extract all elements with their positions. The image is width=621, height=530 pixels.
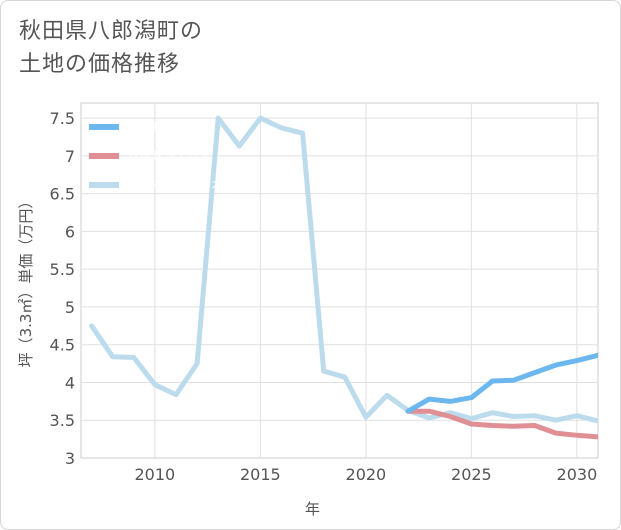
legend-label: ノーマルシナリオ [127, 178, 223, 192]
y-tick-label: 6 [65, 222, 75, 241]
y-tick-label: 4 [65, 373, 75, 392]
legend-label: グッドシナリオ [127, 120, 211, 134]
x-axis-label: 年 [305, 500, 320, 518]
y-tick-label: 4.5 [50, 336, 75, 355]
x-tick-label: 2030 [557, 465, 598, 484]
y-tick-label: 3 [65, 449, 75, 468]
x-tick-label: 2010 [134, 465, 175, 484]
y-tick-label: 6.5 [50, 185, 75, 204]
y-tick-label: 5 [65, 298, 75, 317]
x-tick-label: 2015 [240, 465, 281, 484]
y-axis-label: 坪（3.3㎡）単価（万円） [17, 194, 35, 368]
legend-label: バッドシナリオ [127, 149, 211, 163]
chart-title: 秋田県八郎潟町の 土地の価格推移 [19, 15, 203, 81]
plot-area [80, 102, 599, 459]
y-tick-label: 7 [65, 147, 75, 166]
y-tick-label: 3.5 [50, 411, 75, 430]
y-tick-label: 5.5 [50, 260, 75, 279]
title-line-1: 秋田県八郎潟町の [19, 19, 204, 44]
x-tick-label: 2020 [346, 465, 387, 484]
series-line-2 [89, 115, 598, 424]
y-tick-label: 7.5 [50, 109, 75, 128]
series-line-0 [405, 352, 598, 414]
title-line-2: 土地の価格推移 [19, 52, 181, 77]
x-tick-label: 2025 [451, 465, 492, 484]
series-line-1 [405, 408, 598, 440]
